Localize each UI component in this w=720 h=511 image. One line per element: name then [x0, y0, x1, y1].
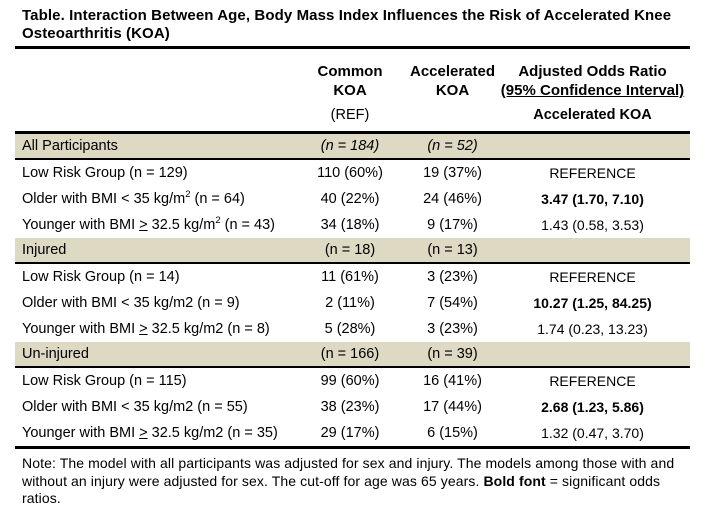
table-title-line1: Table. Interaction Between Age, Body Mas… — [22, 7, 672, 24]
row-label: Older with BMI < 35 kg/m2 (n = 55) — [22, 399, 248, 415]
accelerated-koa-cell: 16 (41%) — [423, 373, 482, 389]
row-label: Older with BMI < 35 kg/m2 (n = 64) — [22, 189, 245, 207]
row-label: All Participants — [22, 138, 118, 154]
common-koa-cell: 2 (11%) — [325, 295, 375, 311]
section-row-un-injured: Un-injured (n = 166) (n = 39) — [15, 342, 690, 368]
common-koa-cell: 11 (61%) — [321, 269, 379, 285]
data-row-younger-bmi: Younger with BMI > 32.5 kg/m2 (n = 43) 3… — [15, 212, 690, 238]
accelerated-koa-cell: 3 (23%) — [427, 269, 478, 285]
common-koa-cell: 29 (17%) — [320, 425, 380, 441]
common-koa-cell: (n = 166) — [320, 346, 380, 362]
accelerated-koa-cell: 17 (44%) — [423, 399, 482, 415]
odds-ratio-cell: 1.74 (0.23, 13.23) — [537, 321, 648, 337]
data-row-younger-bmi: Younger with BMI > 32.5 kg/m2 (n = 35) 2… — [15, 420, 690, 446]
table-body: All Participants (n = 184) (n = 52) Low … — [15, 134, 690, 449]
subheader-accelerated-koa: Accelerated KOA — [533, 107, 652, 123]
adjusted-or-line1: Adjusted Odds Ratio — [518, 63, 667, 80]
table-header: Common KOA Accelerated KOA Adjusted Odds… — [15, 49, 690, 134]
odds-ratio-cell: REFERENCE — [549, 269, 636, 285]
col-header-rowlabels — [15, 62, 290, 100]
accelerated-koa-cell: (n = 39) — [427, 346, 478, 362]
data-row-older-bmi: Older with BMI < 35 kg/m2 (n = 9) 2 (11%… — [15, 290, 690, 316]
subheader-empty — [15, 106, 290, 124]
common-koa-cell: 5 (28%) — [324, 321, 376, 337]
table-footnote: Note: The model with all participants wa… — [22, 455, 675, 506]
odds-ratio-cell: 1.43 (0.58, 3.53) — [541, 217, 644, 233]
header-row-main: Common KOA Accelerated KOA Adjusted Odds… — [15, 62, 690, 100]
common-koa-cell: 40 (22%) — [320, 191, 380, 207]
row-label: Younger with BMI > 32.5 kg/m2 (n = 35) — [22, 425, 278, 441]
common-koa-line2: KOA — [333, 82, 367, 99]
row-label: Un-injured — [22, 346, 89, 362]
col-header-accelerated-koa: Accelerated KOA — [410, 62, 495, 100]
accelerated-koa-cell: 9 (17%) — [427, 217, 478, 233]
odds-ratio-cell: REFERENCE — [549, 373, 636, 389]
row-label: Younger with BMI > 32.5 kg/m2 (n = 43) — [22, 215, 276, 233]
odds-ratio-cell: 10.27 (1.25, 84.25) — [533, 295, 652, 311]
col-header-common-koa: Common KOA — [290, 62, 410, 100]
common-koa-cell: 34 (18%) — [320, 217, 380, 233]
accelerated-koa-cell: (n = 52) — [427, 138, 478, 154]
accelerated-koa-cell: 19 (37%) — [423, 165, 482, 181]
accelerated-koa-line1: Accelerated — [410, 63, 496, 80]
section-row-injured: Injured (n = 18) (n = 13) — [15, 238, 690, 264]
col-header-adjusted-odds-ratio: Adjusted Odds Ratio (95% Confidence Inte… — [495, 62, 690, 100]
row-label: Low Risk Group (n = 14) — [22, 269, 180, 285]
title-divider — [15, 46, 690, 49]
data-row-low-risk-group: Low Risk Group (n = 129) 110 (60%) 19 (3… — [15, 160, 690, 186]
data-row-older-bmi: Older with BMI < 35 kg/m2 (n = 55) 38 (2… — [15, 394, 690, 420]
table-title-line2: Osteoarthritis (KOA) — [22, 25, 170, 42]
accelerated-koa-cell: (n = 13) — [427, 242, 478, 258]
row-label: Low Risk Group (n = 129) — [22, 165, 188, 181]
row-label: Older with BMI < 35 kg/m2 (n = 9) — [22, 295, 240, 311]
data-row-low-risk-group: Low Risk Group (n = 115) 99 (60%) 16 (41… — [15, 368, 690, 394]
odds-ratio-cell: 2.68 (1.23, 5.86) — [541, 399, 644, 415]
table-title: Table. Interaction Between Age, Body Mas… — [15, 0, 690, 43]
common-koa-line1: Common — [317, 63, 383, 80]
common-koa-cell: (n = 184) — [320, 138, 380, 154]
odds-ratio-cell: 3.47 (1.70, 7.10) — [541, 191, 644, 207]
accelerated-koa-line2: KOA — [435, 82, 470, 99]
data-row-older-bmi: Older with BMI < 35 kg/m2 (n = 64) 40 (2… — [15, 186, 690, 212]
subheader-ref: (REF) — [330, 107, 370, 123]
row-label: Injured — [22, 242, 67, 258]
adjusted-or-line2-underlined: (95% Confidence Interval) — [500, 82, 685, 99]
section-row-all-participants: All Participants (n = 184) (n = 52) — [15, 134, 690, 160]
accelerated-koa-cell: 6 (15%) — [427, 425, 478, 441]
subheader-empty-2 — [410, 106, 495, 124]
odds-ratio-cell: 1.32 (0.47, 3.70) — [541, 425, 644, 441]
accelerated-koa-cell: 3 (23%) — [427, 321, 478, 337]
accelerated-koa-cell: 24 (46%) — [423, 191, 482, 207]
accelerated-koa-cell: 7 (54%) — [427, 295, 478, 311]
data-row-low-risk-group: Low Risk Group (n = 14) 11 (61%) 3 (23%)… — [15, 264, 690, 290]
odds-ratio-cell: REFERENCE — [549, 165, 636, 181]
row-label: Younger with BMI > 32.5 kg/m2 (n = 8) — [22, 321, 270, 337]
common-koa-cell: 110 (60%) — [317, 165, 383, 181]
common-koa-cell: 99 (60%) — [320, 373, 380, 389]
common-koa-cell: (n = 18) — [324, 242, 376, 258]
data-row-younger-bmi: Younger with BMI > 32.5 kg/m2 (n = 8) 5 … — [15, 316, 690, 342]
row-label: Low Risk Group (n = 115) — [22, 373, 187, 389]
common-koa-cell: 38 (23%) — [320, 399, 380, 415]
table-content: Table. Interaction Between Age, Body Mas… — [15, 0, 690, 508]
header-row-sub: (REF) Accelerated KOA — [15, 106, 690, 124]
